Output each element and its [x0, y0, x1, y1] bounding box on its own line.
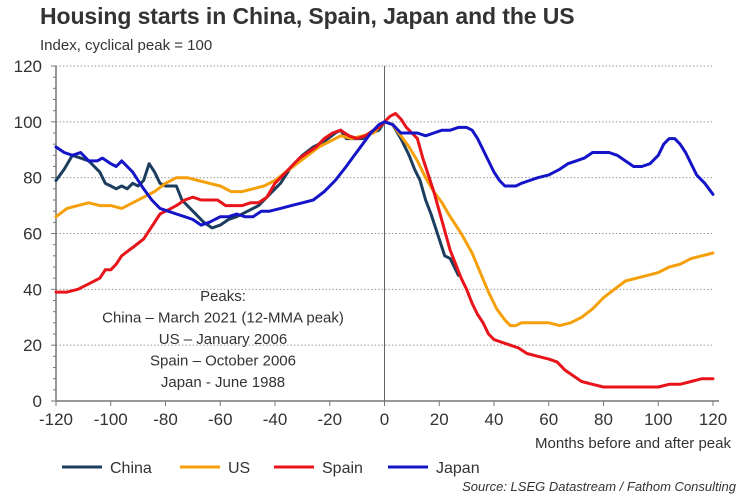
- annotation-line: Japan - June 1988: [161, 374, 285, 391]
- series-line-china: [54, 120, 460, 277]
- x-tick-label: 0: [380, 410, 389, 429]
- axes: 0 20 40 60 80 100 120 -120 -100 -80 -60 -40 -20 0 20 40…: [14, 57, 732, 452]
- annotation-line: US – January 2006: [159, 331, 287, 348]
- x-tick-label: -100: [94, 410, 128, 429]
- y-tick-label: 0: [33, 392, 42, 411]
- y-tick-label: 60: [23, 225, 42, 244]
- chart-subtitle: Index, cyclical peak = 100: [40, 37, 213, 54]
- x-tick-label: 40: [485, 410, 504, 429]
- x-tick-label: 60: [539, 410, 558, 429]
- x-tick-label: -20: [317, 410, 342, 429]
- annotation-line: Spain – October 2006: [150, 353, 296, 370]
- legend-label: China: [110, 460, 152, 477]
- legend-label: Japan: [436, 460, 480, 477]
- annotation-line: China – March 2021 (12-MMA peak): [102, 310, 344, 327]
- y-tick-label: 20: [23, 336, 42, 355]
- x-tick-label: 20: [430, 410, 449, 429]
- peaks-annotation: Peaks: China – March 2021 (12-MMA peak) US…: [102, 288, 344, 391]
- x-tick-label: -40: [263, 410, 288, 429]
- y-tick-label: 40: [23, 280, 42, 299]
- x-tick-label: -120: [39, 410, 73, 429]
- x-tick-label: 120: [699, 410, 727, 429]
- series-line-japan: [54, 120, 715, 227]
- series-lines: [54, 112, 715, 389]
- y-tick-label: 80: [23, 169, 42, 188]
- x-tick-label: 100: [644, 410, 672, 429]
- legend-label: Spain: [322, 460, 363, 477]
- x-tick-label: -60: [208, 410, 233, 429]
- legend: China US Spain Japan: [62, 460, 480, 477]
- legend-item-china: China: [62, 460, 152, 477]
- x-tick-label: 80: [594, 410, 613, 429]
- series-line-us: [54, 120, 715, 328]
- annotation-line: Peaks:: [200, 288, 246, 305]
- legend-label: US: [228, 460, 250, 477]
- x-axis-label: Months before and after peak: [535, 435, 731, 452]
- legend-item-japan: Japan: [388, 460, 480, 477]
- legend-item-spain: Spain: [274, 460, 363, 477]
- chart-title: Housing starts in China, Spain, Japan an…: [40, 3, 575, 29]
- y-tick-label: 100: [14, 113, 42, 132]
- source-note: Source: LSEG Datastream / Fathom Consult…: [462, 479, 736, 494]
- x-tick-label: -80: [153, 410, 178, 429]
- y-tick-label: 120: [14, 57, 42, 76]
- legend-item-us: US: [180, 460, 250, 477]
- gridlines: [56, 65, 713, 346]
